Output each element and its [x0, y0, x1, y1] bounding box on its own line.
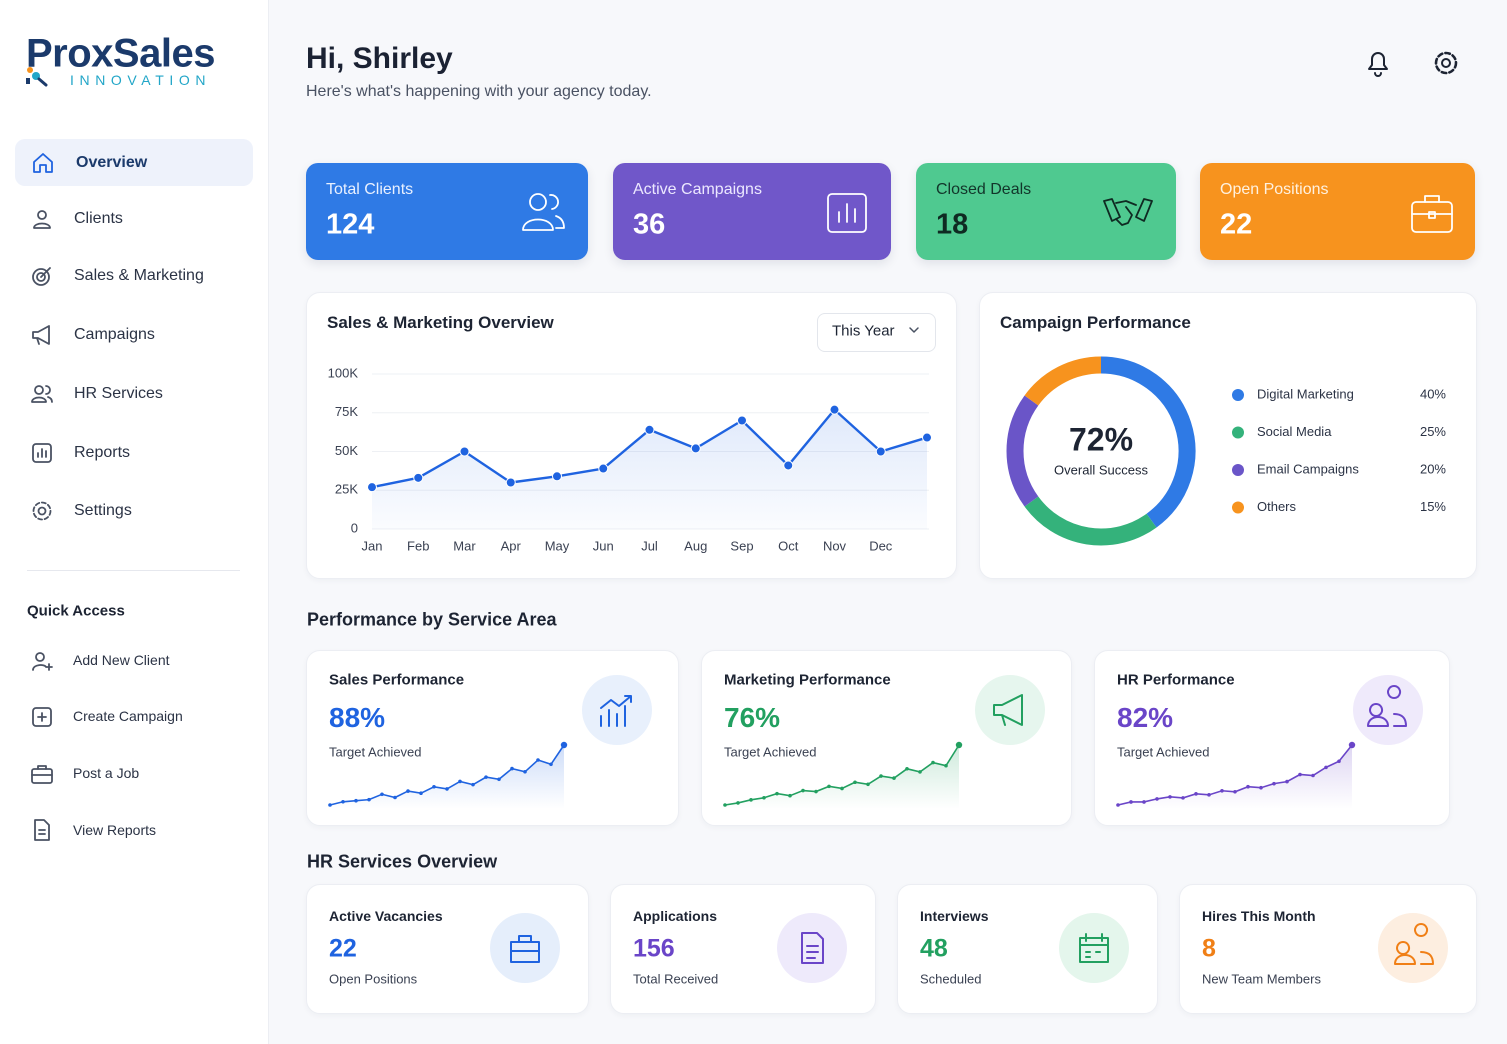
hr-caption: Open Positions [329, 971, 418, 987]
hr-caption: New Team Members [1202, 971, 1321, 987]
icon-positions [1411, 195, 1453, 233]
icon-target [32, 267, 51, 286]
nav-item[interactable]: Campaigns [74, 326, 155, 343]
nav-item[interactable]: Overview [76, 154, 148, 171]
performance-title: HR Performance [1117, 671, 1235, 689]
hr-title: Hires This Month [1202, 908, 1316, 924]
stat-label: Closed Deals [936, 181, 1032, 198]
greeting: Hi, Shirley [306, 42, 453, 75]
donut-center-caption: Overall Success [1054, 462, 1148, 478]
quick-access-item[interactable]: Add New Client [73, 652, 170, 668]
stat-label: Total Clients [326, 181, 414, 198]
sidebar: ProxSales INNOVATION Overview Clients Sa… [0, 0, 269, 1044]
performance-icon-bg [1353, 675, 1423, 745]
brand-mark [26, 67, 48, 87]
icon-add-user [32, 652, 53, 671]
divider [27, 570, 240, 571]
chart-title: Sales & Marketing Overview [327, 313, 554, 332]
hr-caption: Total Received [633, 971, 719, 987]
icon-deals [1103, 198, 1153, 226]
performance-caption: Target Achieved [1117, 744, 1210, 760]
chart-title: Campaign Performance [1000, 313, 1191, 332]
subtitle: Here's what's happening with your agency… [306, 83, 652, 100]
nav-item[interactable]: Settings [74, 502, 132, 519]
dropdown-chevron [909, 327, 919, 333]
hr-icon-bg [490, 913, 560, 983]
hr-value: 8 [1202, 934, 1216, 963]
performance-caption: Target Achieved [724, 744, 817, 760]
quick-access-item[interactable]: View Reports [73, 822, 157, 838]
icon-briefcase [31, 765, 53, 784]
stat-label: Open Positions [1220, 181, 1329, 198]
performance-value: 82% [1117, 702, 1174, 733]
hr-value: 156 [633, 934, 675, 963]
performance-icon-bg [582, 675, 652, 745]
icon-settings [32, 501, 52, 521]
performance-value: 76% [724, 702, 781, 733]
performance-title: Marketing Performance [724, 671, 891, 689]
notification-button[interactable] [1364, 48, 1392, 78]
section-title: Performance by Service Area [307, 609, 557, 630]
performance-caption: Target Achieved [329, 744, 422, 760]
icon-document [34, 819, 50, 841]
nav-item[interactable]: Reports [74, 444, 131, 461]
hr-value: 22 [329, 934, 357, 963]
icon-clients [522, 193, 565, 231]
period-label: This Year [832, 322, 895, 340]
icon-reports [32, 443, 52, 463]
hr-title: Active Vacancies [329, 908, 443, 924]
hr-title: Interviews [920, 908, 989, 924]
stat-value: 18 [936, 208, 969, 241]
performance-icon-bg [975, 675, 1045, 745]
nav-item[interactable]: HR Services [74, 385, 163, 402]
nav-item[interactable]: Clients [74, 210, 123, 227]
icon-megaphone [32, 325, 50, 345]
icon-home [33, 153, 53, 173]
quick-access-item[interactable]: Create Campaign [73, 708, 183, 724]
brand-name: ProxSales [26, 31, 215, 76]
performance-value: 88% [329, 702, 386, 733]
stat-value: 22 [1220, 208, 1253, 241]
hr-icon-bg [1059, 913, 1129, 983]
brand-tagline: INNOVATION [70, 72, 212, 88]
settings-button[interactable] [1432, 49, 1460, 77]
quick-access-title: Quick Access [27, 602, 125, 620]
period-dropdown[interactable] [817, 313, 936, 352]
stat-card[interactable] [916, 163, 1176, 260]
nav-active[interactable] [15, 139, 253, 186]
icon-plus [32, 707, 52, 727]
hr-caption: Scheduled [920, 971, 982, 987]
campaign-card [979, 292, 1477, 579]
stat-card[interactable] [306, 163, 588, 260]
icon-users [31, 385, 53, 403]
hr-icon-bg [777, 913, 847, 983]
hr-value: 48 [920, 934, 948, 963]
performance-title: Sales Performance [329, 671, 465, 689]
stat-value: 124 [326, 208, 375, 241]
hr-title: Applications [633, 908, 718, 924]
icon-campaigns [827, 193, 867, 233]
hr-icon-bg [1378, 913, 1448, 983]
donut-center-value: 72% [1068, 421, 1134, 458]
icon-user [33, 210, 51, 229]
stat-card[interactable] [613, 163, 891, 260]
stat-label: Active Campaigns [633, 181, 762, 198]
section-title: HR Services Overview [307, 851, 498, 872]
quick-access-item[interactable]: Post a Job [73, 765, 140, 781]
nav-item[interactable]: Sales & Marketing [74, 267, 204, 284]
stat-value: 36 [633, 208, 666, 241]
